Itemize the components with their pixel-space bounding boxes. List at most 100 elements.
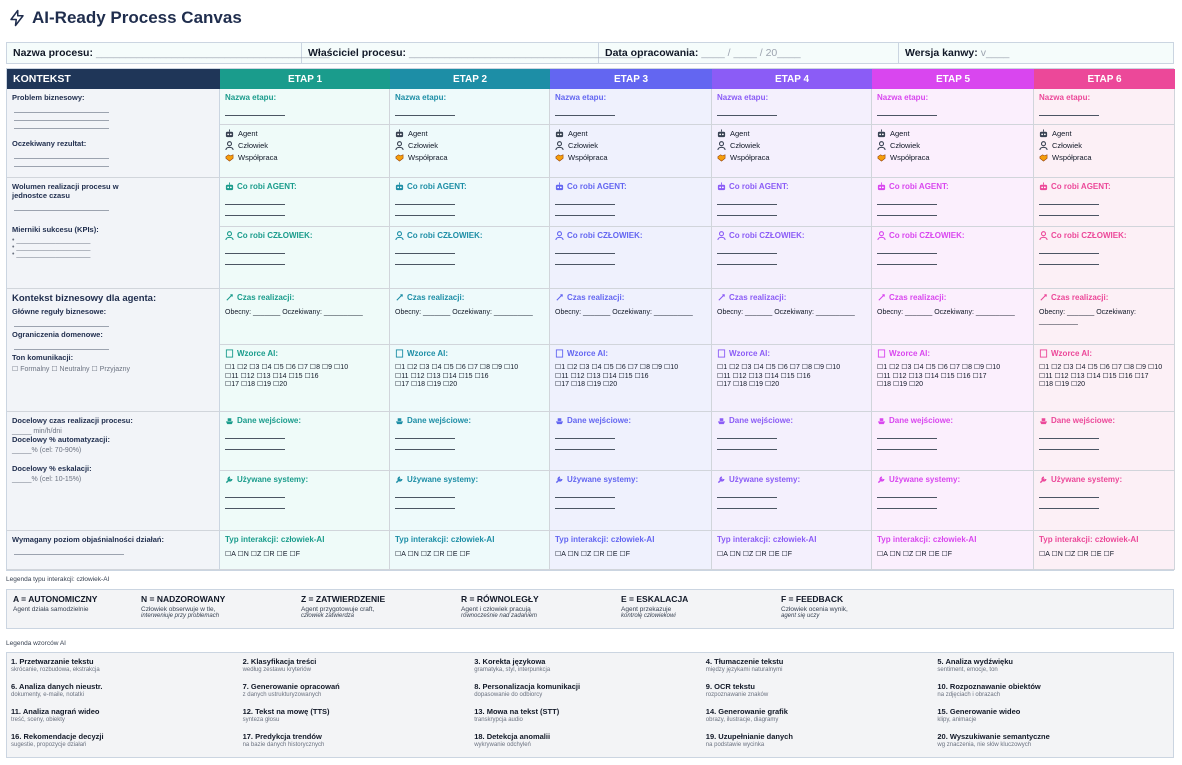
inputs-line[interactable] bbox=[717, 428, 777, 439]
role-option-collab[interactable]: Współpraca bbox=[877, 153, 1028, 162]
agent-does-line-2[interactable] bbox=[395, 205, 455, 216]
role-option-human[interactable]: Człowiek bbox=[877, 141, 1028, 150]
inputs-line-2[interactable] bbox=[877, 439, 937, 450]
time-expected[interactable]: Oczekiwany: __________ bbox=[774, 309, 855, 316]
human-does-line[interactable] bbox=[1039, 243, 1099, 254]
agent-does-line[interactable] bbox=[225, 194, 285, 205]
systems-line-2[interactable] bbox=[1039, 498, 1099, 509]
inputs-line[interactable] bbox=[1039, 428, 1099, 439]
human-does-line[interactable] bbox=[225, 243, 285, 254]
time-fields[interactable]: Obecny: _______ Oczekiwany: __________ bbox=[555, 308, 706, 317]
date-field[interactable]: Data opracowania: ____ / ____ / 20____ bbox=[599, 43, 899, 63]
systems-line-2[interactable] bbox=[555, 498, 615, 509]
agent-does-line-2[interactable] bbox=[717, 205, 777, 216]
role-option-human[interactable]: Człowiek bbox=[395, 141, 544, 150]
inputs-line-2[interactable] bbox=[395, 439, 455, 450]
time-current[interactable]: Obecny: _______ bbox=[555, 309, 611, 316]
interaction-options[interactable]: ☐A ☐N ☐Z ☐R ☐E ☐F bbox=[555, 551, 630, 558]
inputs-line-2[interactable] bbox=[225, 439, 285, 450]
inputs-line[interactable] bbox=[877, 428, 937, 439]
interaction-options[interactable]: ☐A ☐N ☐Z ☐R ☐E ☐F bbox=[717, 551, 792, 558]
agent-does-line-2[interactable] bbox=[1039, 205, 1099, 216]
automation-goal[interactable]: _____% (cel: 70-90%) bbox=[12, 447, 82, 454]
systems-line[interactable] bbox=[877, 487, 937, 498]
role-option-agent[interactable]: Agent bbox=[555, 129, 706, 138]
time-expected[interactable]: Oczekiwany: __________ bbox=[1039, 309, 1136, 325]
role-option-agent[interactable]: Agent bbox=[717, 129, 866, 138]
systems-line[interactable] bbox=[225, 487, 285, 498]
human-does-line-2[interactable] bbox=[225, 254, 285, 265]
result-line[interactable] bbox=[14, 151, 109, 159]
systems-line-2[interactable] bbox=[395, 498, 455, 509]
inputs-line-2[interactable] bbox=[1039, 439, 1099, 450]
agent-does-line-2[interactable] bbox=[555, 205, 615, 216]
agent-does-line[interactable] bbox=[1039, 194, 1099, 205]
inputs-line-2[interactable] bbox=[555, 439, 615, 450]
explainability-line[interactable] bbox=[14, 547, 124, 555]
stage-name-input[interactable] bbox=[717, 105, 777, 116]
human-does-line-2[interactable] bbox=[877, 254, 937, 265]
systems-line[interactable] bbox=[395, 487, 455, 498]
time-fields[interactable]: Obecny: _______ Oczekiwany: __________ bbox=[877, 308, 1028, 317]
pattern-checkboxes[interactable]: ☐1 ☐2 ☐3 ☐4 ☐5 ☐6 ☐7 ☐8 ☐9 ☐10 ☐11 ☐12 ☐… bbox=[717, 364, 841, 388]
role-option-human[interactable]: Człowiek bbox=[1039, 141, 1169, 150]
kpi-bullet[interactable]: • ___________________ bbox=[12, 251, 91, 258]
stage-name-input[interactable] bbox=[1039, 105, 1099, 116]
inputs-line[interactable] bbox=[395, 428, 455, 439]
agent-does-line-2[interactable] bbox=[225, 205, 285, 216]
pattern-checkboxes[interactable]: ☐1 ☐2 ☐3 ☐4 ☐5 ☐6 ☐7 ☐8 ☐9 ☐10 ☐11 ☐12 ☐… bbox=[395, 364, 519, 388]
domain-line[interactable] bbox=[14, 342, 109, 350]
time-expected[interactable]: Oczekiwany: __________ bbox=[452, 309, 533, 316]
role-option-agent[interactable]: Agent bbox=[225, 129, 384, 138]
pattern-checkboxes[interactable]: ☐1 ☐2 ☐3 ☐4 ☐5 ☐6 ☐7 ☐8 ☐9 ☐10 ☐11 ☐12 ☐… bbox=[555, 364, 679, 388]
tone-options[interactable]: ☐ Formalny ☐ Neutralny ☐ Przyjazny bbox=[12, 366, 131, 373]
inputs-line-2[interactable] bbox=[717, 439, 777, 450]
systems-line-2[interactable] bbox=[717, 498, 777, 509]
owner-field[interactable]: Właściciel procesu: _____________________… bbox=[302, 43, 643, 63]
stage-name-input[interactable] bbox=[877, 105, 937, 116]
time-fields[interactable]: Obecny: _______ Oczekiwany: __________ bbox=[717, 308, 866, 317]
agent-does-line[interactable] bbox=[717, 194, 777, 205]
human-does-line[interactable] bbox=[395, 243, 455, 254]
time-fields[interactable]: Obecny: _______ Oczekiwany: __________ bbox=[395, 308, 544, 317]
stage-name-input[interactable] bbox=[555, 105, 615, 116]
interaction-options[interactable]: ☐A ☐N ☐Z ☐R ☐E ☐F bbox=[395, 551, 470, 558]
interaction-options[interactable]: ☐A ☐N ☐Z ☐R ☐E ☐F bbox=[1039, 551, 1114, 558]
role-option-human[interactable]: Człowiek bbox=[555, 141, 706, 150]
time-expected[interactable]: Oczekiwany: __________ bbox=[282, 309, 363, 316]
interaction-options[interactable]: ☐A ☐N ☐Z ☐R ☐E ☐F bbox=[225, 551, 300, 558]
inputs-line[interactable] bbox=[225, 428, 285, 439]
escalation-goal[interactable]: _____% (cel: 10-15%) bbox=[12, 476, 82, 483]
time-expected[interactable]: Oczekiwany: __________ bbox=[934, 309, 1015, 316]
pattern-checkboxes[interactable]: ☐1 ☐2 ☐3 ☐4 ☐5 ☐6 ☐7 ☐8 ☐9 ☐10 ☐11 ☐12 ☐… bbox=[225, 364, 349, 388]
time-current[interactable]: Obecny: _______ bbox=[1039, 309, 1095, 316]
time-current[interactable]: Obecny: _______ bbox=[877, 309, 933, 316]
human-does-line-2[interactable] bbox=[1039, 254, 1099, 265]
systems-line-2[interactable] bbox=[225, 498, 285, 509]
problem-line[interactable] bbox=[14, 105, 109, 113]
human-does-line-2[interactable] bbox=[395, 254, 455, 265]
role-option-collab[interactable]: Współpraca bbox=[555, 153, 706, 162]
human-does-line[interactable] bbox=[717, 243, 777, 254]
role-option-collab[interactable]: Współpraca bbox=[717, 153, 866, 162]
time-current[interactable]: Obecny: _______ bbox=[225, 309, 281, 316]
kpi-bullet[interactable]: • ___________________ bbox=[12, 237, 91, 244]
result-line[interactable] bbox=[14, 159, 109, 167]
agent-does-line[interactable] bbox=[877, 194, 937, 205]
systems-line[interactable] bbox=[717, 487, 777, 498]
interaction-options[interactable]: ☐A ☐N ☐Z ☐R ☐E ☐F bbox=[877, 551, 952, 558]
role-option-collab[interactable]: Współpraca bbox=[225, 153, 384, 162]
time-current[interactable]: Obecny: _______ bbox=[395, 309, 451, 316]
problem-line[interactable] bbox=[14, 121, 109, 129]
target-time-unit[interactable]: _____ min/h/dni bbox=[12, 428, 62, 435]
rules-line[interactable] bbox=[14, 319, 109, 327]
role-option-collab[interactable]: Współpraca bbox=[1039, 153, 1169, 162]
role-option-human[interactable]: Człowiek bbox=[225, 141, 384, 150]
role-option-collab[interactable]: Współpraca bbox=[395, 153, 544, 162]
pattern-checkboxes[interactable]: ☐1 ☐2 ☐3 ☐4 ☐5 ☐6 ☐7 ☐8 ☐9 ☐10 ☐11 ☐12 ☐… bbox=[1039, 364, 1163, 388]
role-option-agent[interactable]: Agent bbox=[395, 129, 544, 138]
role-option-human[interactable]: Człowiek bbox=[717, 141, 866, 150]
volume-line[interactable] bbox=[14, 203, 109, 211]
time-fields[interactable]: Obecny: _______ Oczekiwany: __________ bbox=[225, 308, 384, 317]
process-name-field[interactable]: Nazwa procesu: __________________________… bbox=[7, 43, 330, 63]
